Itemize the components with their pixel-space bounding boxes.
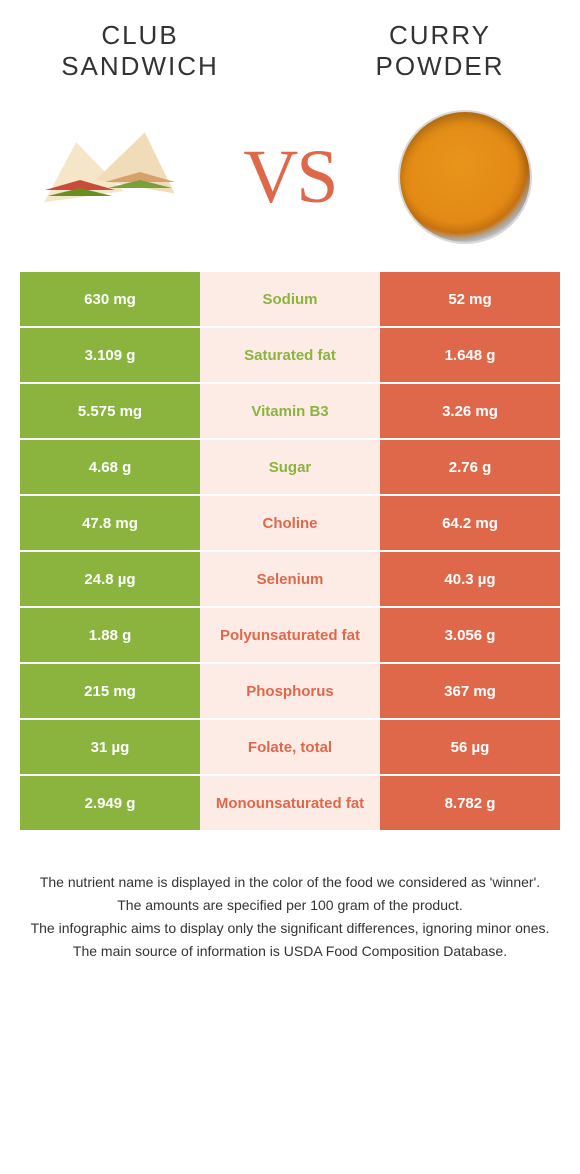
vs-label: VS	[243, 134, 336, 221]
left-value: 215 mg	[20, 664, 200, 718]
nutrient-label: Phosphorus	[200, 664, 380, 718]
nutrient-label: Folate, total	[200, 720, 380, 774]
table-row: 3.109 gSaturated fat1.648 g	[20, 328, 560, 384]
left-value: 3.109 g	[20, 328, 200, 382]
right-value: 2.76 g	[380, 440, 560, 494]
table-row: 5.575 mgVitamin B33.26 mg	[20, 384, 560, 440]
title-text: CURRY	[389, 20, 491, 50]
right-value: 64.2 mg	[380, 496, 560, 550]
left-food-title: CLUB SANDWICH	[40, 20, 240, 82]
comparison-table: 630 mgSodium52 mg3.109 gSaturated fat1.6…	[0, 272, 580, 832]
left-value: 24.8 µg	[20, 552, 200, 606]
nutrient-label: Sugar	[200, 440, 380, 494]
title-text: SANDWICH	[61, 51, 219, 81]
table-row: 24.8 µgSelenium40.3 µg	[20, 552, 560, 608]
right-value: 40.3 µg	[380, 552, 560, 606]
footer-line: The infographic aims to display only the…	[30, 918, 550, 939]
nutrient-label: Monounsaturated fat	[200, 776, 380, 830]
left-value: 1.88 g	[20, 608, 200, 662]
footer-line: The main source of information is USDA F…	[30, 941, 550, 962]
header: CLUB SANDWICH CURRY POWDER	[0, 0, 580, 92]
nutrient-label: Sodium	[200, 272, 380, 326]
curry-powder-image	[380, 112, 550, 242]
right-value: 3.056 g	[380, 608, 560, 662]
table-row: 2.949 gMonounsaturated fat8.782 g	[20, 776, 560, 832]
right-value: 8.782 g	[380, 776, 560, 830]
right-value: 52 mg	[380, 272, 560, 326]
table-row: 630 mgSodium52 mg	[20, 272, 560, 328]
right-food-title: CURRY POWDER	[340, 20, 540, 82]
table-row: 4.68 gSugar2.76 g	[20, 440, 560, 496]
table-row: 31 µgFolate, total56 µg	[20, 720, 560, 776]
table-row: 1.88 gPolyunsaturated fat3.056 g	[20, 608, 560, 664]
hero-row: VS	[0, 92, 580, 272]
left-value: 31 µg	[20, 720, 200, 774]
nutrient-label: Vitamin B3	[200, 384, 380, 438]
left-value: 47.8 mg	[20, 496, 200, 550]
right-value: 367 mg	[380, 664, 560, 718]
club-sandwich-image	[30, 112, 200, 242]
nutrient-label: Polyunsaturated fat	[200, 608, 380, 662]
left-value: 630 mg	[20, 272, 200, 326]
nutrient-label: Selenium	[200, 552, 380, 606]
nutrient-label: Saturated fat	[200, 328, 380, 382]
nutrient-label: Choline	[200, 496, 380, 550]
table-row: 47.8 mgCholine64.2 mg	[20, 496, 560, 552]
title-text: CLUB	[101, 20, 178, 50]
title-text: POWDER	[376, 51, 505, 81]
left-value: 2.949 g	[20, 776, 200, 830]
left-value: 5.575 mg	[20, 384, 200, 438]
footer-line: The amounts are specified per 100 gram o…	[30, 895, 550, 916]
footer-notes: The nutrient name is displayed in the co…	[0, 832, 580, 962]
left-value: 4.68 g	[20, 440, 200, 494]
right-value: 3.26 mg	[380, 384, 560, 438]
table-row: 215 mgPhosphorus367 mg	[20, 664, 560, 720]
right-value: 56 µg	[380, 720, 560, 774]
footer-line: The nutrient name is displayed in the co…	[30, 872, 550, 893]
right-value: 1.648 g	[380, 328, 560, 382]
